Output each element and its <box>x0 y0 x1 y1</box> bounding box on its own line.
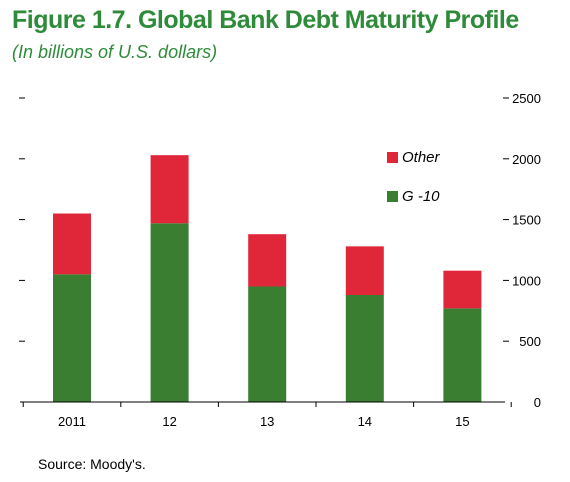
legend-swatch-g10 <box>387 191 398 202</box>
y-tick-label: 1000 <box>512 273 541 288</box>
bar-other-13 <box>248 234 287 287</box>
x-tick-label: 14 <box>358 414 372 429</box>
chart-subtitle: (In billions of U.S. dollars) <box>12 42 218 62</box>
source-note: Source: Moody's. <box>38 456 146 472</box>
legend-swatch-other <box>387 152 398 163</box>
x-tick-label: 2011 <box>58 414 86 429</box>
y-tick-label: 500 <box>519 334 541 349</box>
bar-other-12 <box>150 155 189 224</box>
bar-g10-2011 <box>53 274 91 402</box>
bar-g10-14 <box>345 294 384 402</box>
y-tick-label: 2000 <box>512 152 541 167</box>
y-tick-label: 0 <box>534 395 541 410</box>
chart-title: Figure 1.7. Global Bank Debt Maturity Pr… <box>12 6 519 34</box>
bar-g10-13 <box>248 286 287 402</box>
x-tick-label: 13 <box>260 414 274 429</box>
x-tick-label: 12 <box>162 414 176 429</box>
bar-g10-15 <box>443 308 482 402</box>
bar-other-14 <box>345 246 384 295</box>
y-tick-label: 2500 <box>512 91 541 106</box>
x-tick-label: 15 <box>455 414 469 429</box>
y-tick-label: 1500 <box>512 213 541 228</box>
bar-other-2011 <box>53 213 91 275</box>
legend-label-g10: G -10 <box>402 188 440 205</box>
bar-g10-12 <box>150 223 189 402</box>
bar-other-15 <box>443 270 482 309</box>
legend-label-other: Other <box>402 149 441 166</box>
